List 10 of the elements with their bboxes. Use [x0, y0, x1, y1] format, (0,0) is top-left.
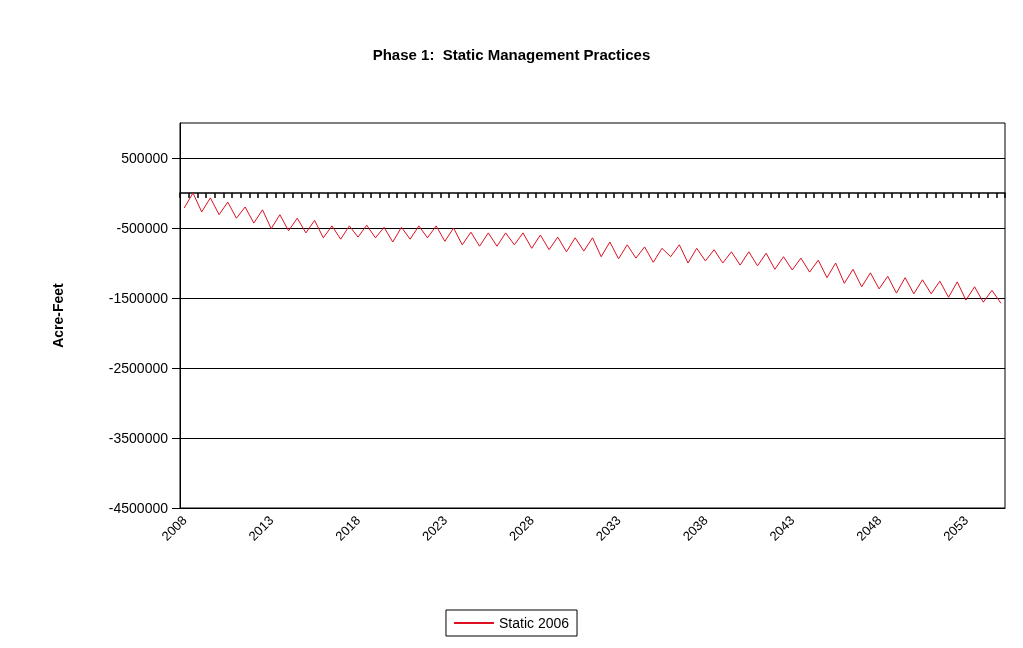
- chart-title: Phase 1: Static Management Practices: [372, 46, 651, 63]
- legend-label: Static 2006: [498, 615, 570, 631]
- y-tick-label: -500000: [116, 220, 169, 236]
- line-series: [183, 192, 1002, 304]
- y-tick-label: -3500000: [108, 430, 169, 446]
- y-tick-label: -1500000: [108, 290, 169, 306]
- y-tick-label: -2500000: [108, 360, 169, 376]
- y-tick-label: -4500000: [108, 500, 169, 516]
- y-tick-label: 500000: [121, 150, 169, 166]
- y-axis-title: Acre-Feet: [50, 282, 66, 348]
